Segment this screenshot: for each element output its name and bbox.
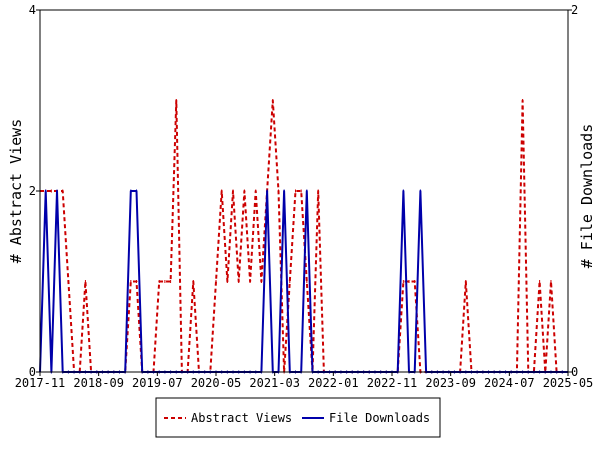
y-right-tick-label: 2: [571, 3, 578, 17]
legend: Abstract Views File Downloads: [155, 397, 441, 438]
x-tick-label: 2021-03: [249, 376, 300, 390]
x-tick-label: 2018-09: [73, 376, 124, 390]
y-left-tick-label: 2: [29, 184, 36, 198]
y-left-tick-label: 0: [29, 365, 36, 379]
y-axis-left-title: # Abstract Views: [7, 119, 25, 264]
y-left-tick-label: 4: [29, 3, 36, 17]
axis-layer: 2017-11 2018-09 2019-07 2020-05 2021-03 2022-…: [15, 3, 594, 390]
x-tick-label: 2019-07: [132, 376, 183, 390]
x-tick-label: 2025-05: [543, 376, 594, 390]
y-axis-right-title: # File Downloads: [578, 124, 596, 269]
legend-box: [155, 397, 441, 438]
x-tick-label: 2023-09: [425, 376, 476, 390]
x-tick-label: 2024-07: [484, 376, 535, 390]
legend-label-file-downloads: File Downloads: [329, 411, 430, 425]
x-tick-label: 2022-11: [367, 376, 418, 390]
legend-label-abstract-views: Abstract Views: [191, 411, 292, 425]
x-tick-label: 2017-11: [15, 376, 66, 390]
y-right-tick-label: 0: [571, 365, 578, 379]
x-tick-label: 2022-01: [308, 376, 359, 390]
x-tick-label: 2020-05: [191, 376, 242, 390]
